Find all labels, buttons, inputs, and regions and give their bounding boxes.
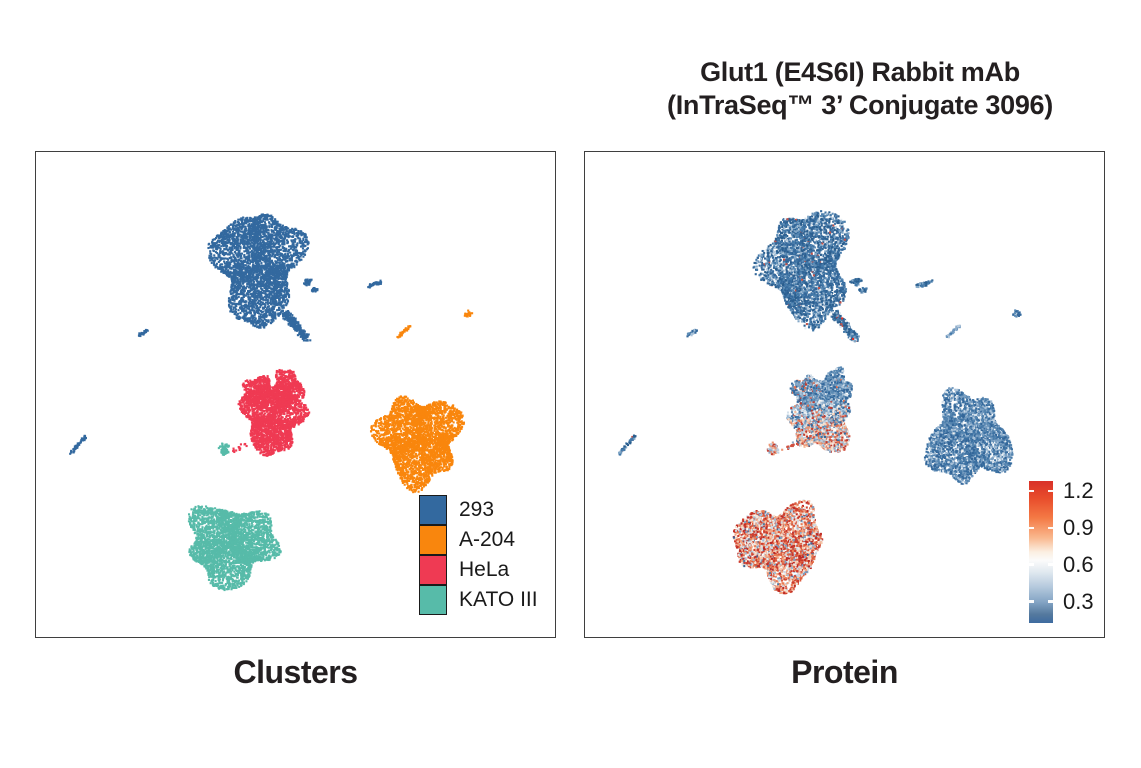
legend-item: 293 bbox=[419, 495, 538, 525]
colorbar-tick bbox=[1029, 489, 1034, 493]
colorbar-tick bbox=[1048, 563, 1053, 567]
legend-item: HeLa bbox=[419, 555, 538, 585]
colorbar-tick bbox=[1048, 526, 1053, 530]
legend-label: A-204 bbox=[459, 528, 516, 551]
colorbar-tick bbox=[1029, 526, 1034, 530]
legend-item: A-204 bbox=[419, 525, 538, 555]
legend-swatch bbox=[419, 525, 447, 555]
clusters-caption: Clusters bbox=[233, 654, 358, 690]
protein-scatter-canvas bbox=[585, 152, 1104, 637]
colorbar-tick-label: 1.2 bbox=[1063, 477, 1094, 503]
colorbar-tick-label: 0.3 bbox=[1063, 588, 1094, 614]
protein-panel: 1.2 0.9 0.6 0.3 bbox=[584, 151, 1105, 638]
clusters-panel: 293 A-204 HeLa KATO III bbox=[35, 151, 556, 638]
colorbar-tick bbox=[1029, 600, 1034, 603]
protein-plot-title-line2: (InTraSeq™ 3’ Conjugate 3096) bbox=[667, 90, 1053, 121]
cluster-legend: 293 A-204 HeLa KATO III bbox=[419, 495, 538, 615]
protein-plot-title-line1: Glut1 (E4S6I) Rabbit mAb bbox=[700, 57, 1020, 87]
legend-label: KATO III bbox=[459, 588, 538, 611]
colorbar-tick bbox=[1048, 600, 1053, 603]
colorbar-gradient bbox=[1029, 481, 1053, 623]
colorbar-tick bbox=[1029, 563, 1034, 567]
colorbar-tick bbox=[1048, 489, 1053, 493]
legend-swatch bbox=[419, 555, 447, 585]
colorbar-tick-label: 0.9 bbox=[1063, 514, 1094, 540]
legend-swatch bbox=[419, 495, 447, 525]
protein-caption: Protein bbox=[791, 654, 898, 690]
legend-label: 293 bbox=[459, 498, 495, 521]
clusters-scatter-canvas bbox=[36, 152, 555, 637]
legend-swatch bbox=[419, 585, 447, 615]
protein-colorbar: 1.2 0.9 0.6 0.3 bbox=[1029, 478, 1094, 623]
protein-plot-title: Glut1 (E4S6I) Rabbit mAb (InTraSeq™ 3’ C… bbox=[600, 56, 1120, 123]
colorbar-tick-label: 0.6 bbox=[1063, 551, 1094, 577]
legend-label: HeLa bbox=[459, 558, 510, 581]
legend-item: KATO III bbox=[419, 585, 538, 615]
